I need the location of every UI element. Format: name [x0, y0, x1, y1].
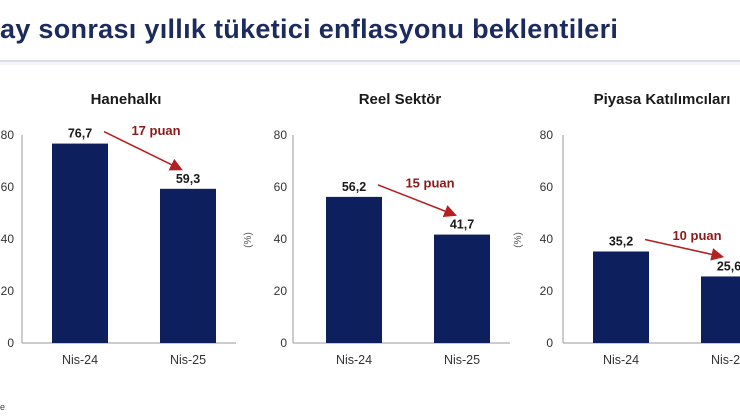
chart-panel-1: Hanehalkı 0 20 40 60 80 76,7 Nis-24 59,3 Nis-25 17…	[1, 91, 236, 367]
bar-nis-24	[326, 196, 382, 343]
y-axis-label: (%)	[243, 232, 254, 248]
y-tick-label: 60	[1, 180, 15, 194]
source-footnote: e	[0, 402, 6, 412]
y-tick-label: 0	[546, 336, 553, 350]
chart-panel-2: Reel Sektör 0 20 40 60 80 (%) 56,2 Nis-24 41,7 Nis…	[243, 91, 510, 367]
x-tick-label: Nis-24	[603, 353, 639, 367]
x-tick-label: Nis-24	[336, 353, 372, 367]
y-tick-label: 80	[274, 128, 288, 142]
bar-value-label: 41,7	[450, 218, 474, 232]
difference-arrow	[103, 130, 183, 171]
title-divider	[0, 60, 740, 65]
bar-value-label: 59,3	[176, 172, 200, 186]
y-tick-label: 0	[7, 336, 14, 350]
bar-nis-24	[52, 143, 108, 343]
bar-nis-24	[593, 251, 649, 343]
x-tick-label: Nis-25	[170, 353, 206, 367]
bar-nis-25	[701, 276, 740, 343]
x-tick-label: Nis-25	[711, 353, 740, 367]
difference-annotation: 15 puan	[405, 175, 454, 190]
y-tick-label: 80	[1, 128, 15, 142]
y-tick-label: 0	[280, 336, 287, 350]
bar-value-label: 25,6	[717, 259, 740, 273]
y-tick-label: 20	[274, 284, 288, 298]
chart-title: Piyasa Katılımcıları	[594, 91, 731, 108]
y-tick-label: 40	[1, 232, 15, 246]
page-title: ay sonrası yıllık tüketici enflasyonu be…	[0, 14, 619, 44]
y-tick-label: 20	[1, 284, 15, 298]
bar-value-label: 56,2	[342, 180, 366, 194]
difference-arrow	[377, 184, 457, 218]
y-tick-label: 20	[540, 284, 554, 298]
y-tick-label: 40	[274, 232, 288, 246]
difference-annotation: 10 puan	[672, 228, 721, 243]
bar-nis-25	[160, 188, 216, 343]
y-tick-label: 60	[540, 180, 554, 194]
chart-panel-3: Piyasa Katılımcıları 0 20 40 60 80 (%) 35,2 Nis-…	[513, 91, 740, 367]
y-tick-label: 40	[540, 232, 554, 246]
bar-value-label: 76,7	[68, 127, 92, 141]
chart-title: Hanehalkı	[91, 91, 162, 108]
difference-annotation: 17 puan	[131, 123, 180, 138]
y-tick-label: 60	[274, 180, 288, 194]
bar-value-label: 35,2	[609, 234, 633, 248]
y-axis-label: (%)	[513, 232, 524, 248]
x-tick-label: Nis-24	[62, 353, 98, 367]
y-tick-label: 80	[540, 128, 554, 142]
x-tick-label: Nis-25	[444, 353, 480, 367]
bar-nis-25	[434, 234, 490, 343]
difference-arrow	[644, 238, 725, 261]
chart-title: Reel Sektör	[359, 91, 442, 108]
